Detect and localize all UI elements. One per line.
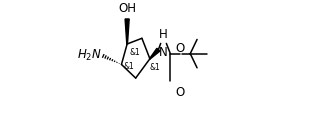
Polygon shape bbox=[125, 19, 129, 44]
Polygon shape bbox=[150, 48, 160, 59]
Text: &1: &1 bbox=[149, 63, 160, 72]
Text: O: O bbox=[175, 42, 185, 55]
Text: OH: OH bbox=[118, 2, 136, 15]
Text: &1: &1 bbox=[130, 48, 140, 57]
Text: O: O bbox=[175, 86, 185, 99]
Text: N: N bbox=[159, 46, 168, 59]
Text: H: H bbox=[159, 28, 168, 41]
Text: $H_2N$: $H_2N$ bbox=[77, 48, 102, 63]
Text: &1: &1 bbox=[123, 62, 134, 71]
